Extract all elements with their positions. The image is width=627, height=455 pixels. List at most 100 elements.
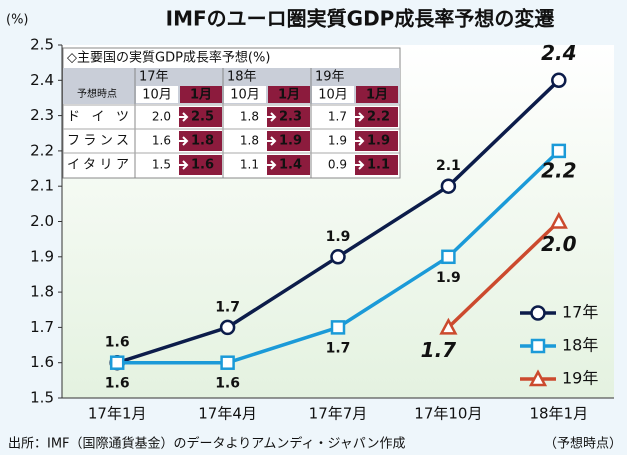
legend-marker [530,305,546,321]
point [330,249,346,265]
month-cell [180,86,222,103]
y-tick-label: 2.1 [30,177,54,195]
x-tick-label: 17年10月 [414,405,482,423]
arrow [351,136,365,146]
point [109,355,125,370]
year-label: 17年 [139,70,169,85]
legend-marker [530,338,546,354]
year-label: 19年 [315,70,345,85]
legend-label: 17年 [562,303,598,322]
data-label: 1.7 [421,338,457,362]
new-value: 2.5 [191,110,214,125]
month-cell [136,86,178,103]
y-tick-label: 2.4 [30,71,54,89]
data-label: 2.0 [541,232,577,256]
y-tick-label: 2.5 [30,36,54,54]
data-label: 2.1 [436,158,461,174]
arrow [175,136,189,146]
data-label: 1.6 [215,376,240,392]
y-tick-label: 1.6 [30,353,54,371]
arrow [263,160,277,170]
new-value: 1.4 [279,158,302,173]
series-line [447,220,561,329]
data-label: 1.7 [326,340,351,356]
new-value: 2.3 [279,110,302,125]
old-value: 2.0 [152,110,171,124]
y-tick-label: 1.9 [30,247,54,265]
data-label: 1.9 [436,270,461,286]
y-tick-label: 2.3 [30,106,54,124]
month-label: 1月 [278,88,300,103]
data-label: 1.6 [105,376,130,392]
new-value: 2.2 [367,110,390,125]
month-cell [224,86,266,103]
time-label: 予想時点 [77,87,117,100]
data-label: 1.9 [326,229,351,245]
arrow [351,112,365,122]
new-value: 1.6 [191,158,214,173]
source: 出所：IMF（国際通貨基金）のデータよりアムンディ・ジャパン作成 [8,436,405,452]
point [330,320,346,335]
point [219,319,236,336]
data-label: 1.6 [105,335,130,351]
new-cell [179,107,222,127]
new-value: 1.9 [279,134,302,149]
point [439,317,458,335]
data-label: 2.2 [541,158,576,182]
y-tick-label: 1.7 [30,318,54,336]
legend-marker [528,369,548,387]
new-cell [267,107,310,127]
x-tick-label: 17年4月 [198,405,257,423]
old-value: 1.1 [240,158,259,172]
new-value: 1.1 [367,158,390,173]
arrow [175,160,189,170]
month-label: 10月 [230,88,260,103]
legend-label: 19年 [562,369,598,388]
point [220,355,235,370]
arrow [263,112,277,122]
old-value: 1.5 [152,158,171,172]
arrow [263,136,277,146]
point [440,178,457,194]
x-tick-label: 18年1月 [529,405,588,423]
y-tick-label: 1.5 [30,389,54,407]
old-value: 1.6 [152,134,171,148]
new-cell [355,107,398,127]
month-cell [312,86,354,103]
chart-title: IMFのユーロ圏実質GDP成長率予想の変遷 [166,7,555,31]
month-cell [268,86,310,103]
data-label: 1.7 [215,299,240,315]
y-axis-label: (%) [6,13,29,28]
table-box [62,47,401,179]
new-cell [355,155,398,175]
new-cell [179,131,222,151]
arrow [351,160,365,170]
new-cell [355,131,398,151]
new-cell [267,155,310,175]
old-value: 1.7 [328,110,347,124]
x-tick-label: 17年7月 [309,405,368,423]
month-label: 1月 [366,88,388,103]
new-cell [267,131,310,151]
new-value: 1.9 [367,134,390,149]
point [441,249,456,265]
y-tick-label: 1.8 [30,283,54,301]
data-label: 2.4 [541,41,576,65]
table-title: ◇主要国の実質GDP成長率予想(%) [67,50,270,66]
month-label: 10月 [318,88,348,103]
y-tick-label: 2.2 [30,141,54,159]
old-value: 0.9 [328,158,347,172]
arrow [175,112,189,122]
new-cell [179,155,222,175]
month-label: 10月 [142,88,172,103]
x-tick-label: 17年1月 [88,405,147,423]
new-value: 1.8 [191,134,214,149]
month-label: 1月 [190,88,212,103]
legend-label: 18年 [562,336,598,355]
point [549,211,568,229]
old-value: 1.8 [240,110,259,124]
x-axis-label: （予想時点） [544,436,622,452]
country: ドイツ [67,110,129,125]
y-tick-label: 2.0 [30,212,54,230]
